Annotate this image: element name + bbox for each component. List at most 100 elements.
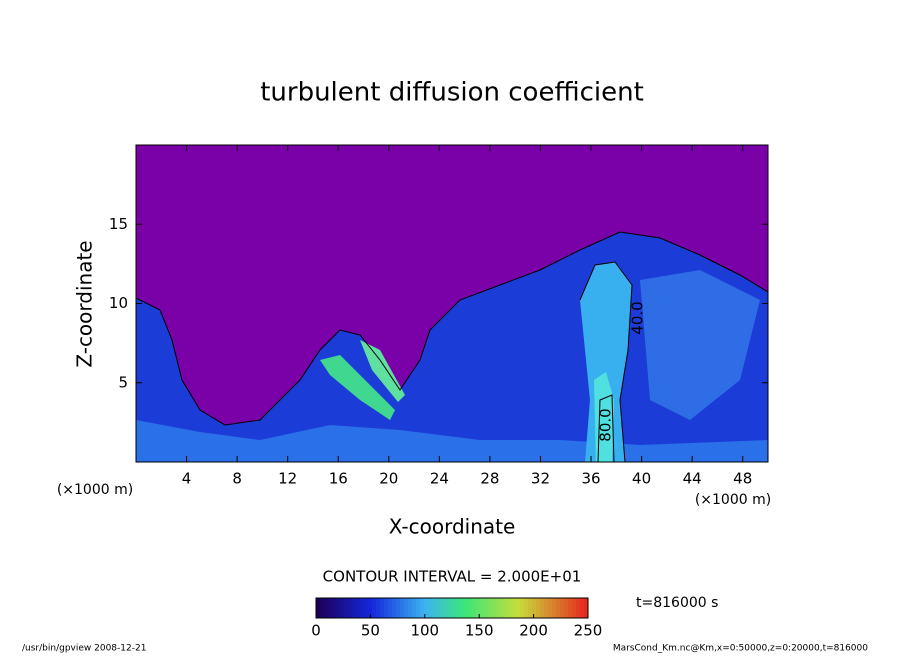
colorbar-tick-label: 200 <box>519 622 548 640</box>
colorbar-swatch <box>356 598 361 618</box>
colorbar-tick-label: 150 <box>465 622 494 640</box>
colorbar-swatch <box>380 598 385 618</box>
contour-interval: CONTOUR INTERVAL = 2.000E+01 <box>323 568 582 586</box>
colorbar-swatch <box>448 598 453 618</box>
colorbar-swatch <box>568 598 573 618</box>
colorbar-swatch <box>504 598 509 618</box>
colorbar-swatch <box>360 598 365 618</box>
x-tick-label: 16 <box>329 470 348 488</box>
x-tick-label: 24 <box>430 470 449 488</box>
colorbar-swatch <box>528 598 533 618</box>
colorbar-swatch <box>316 598 321 618</box>
colorbar-swatch <box>548 598 553 618</box>
colorbar-swatch <box>496 598 501 618</box>
x-tick-label: 48 <box>733 470 752 488</box>
colorbar-swatch <box>332 598 337 618</box>
x-tick-label: 44 <box>683 470 702 488</box>
colorbar-swatch <box>524 598 529 618</box>
colorbar-swatch <box>544 598 549 618</box>
field-region <box>580 262 632 462</box>
colorbar-swatch <box>576 598 581 618</box>
colorbar-swatch <box>520 598 525 618</box>
colorbar-swatch <box>516 598 521 618</box>
colorbar-swatch <box>480 598 485 618</box>
colorbar-swatch <box>492 598 497 618</box>
colorbar-swatch <box>456 598 461 618</box>
x-tick-label: 40 <box>632 470 651 488</box>
colorbar-swatch <box>556 598 561 618</box>
colorbar-swatch <box>488 598 493 618</box>
colorbar-swatch <box>564 598 569 618</box>
x-tick-label: 32 <box>531 470 550 488</box>
colorbar-swatch <box>428 598 433 618</box>
colorbar-tick-label: 250 <box>574 622 603 640</box>
field <box>136 145 768 462</box>
time-label: t=816000 s <box>636 595 718 611</box>
colorbar-swatch <box>372 598 377 618</box>
x-tick-label: 36 <box>581 470 600 488</box>
colorbar-swatch <box>376 598 381 618</box>
x-unit: (×1000 m) <box>57 482 133 498</box>
colorbar-swatch <box>468 598 473 618</box>
field-region <box>320 355 395 420</box>
contour-line <box>579 261 633 462</box>
colorbar-swatch <box>400 598 405 618</box>
colorbar-swatch <box>396 598 401 618</box>
colorbar-swatch <box>464 598 469 618</box>
colorbar-swatch <box>452 598 457 618</box>
colorbar-swatch <box>512 598 517 618</box>
colorbar-swatch <box>364 598 369 618</box>
y-tick-label: 5 <box>118 373 128 391</box>
colorbar-swatch <box>416 598 421 618</box>
colorbar-tick-label: 50 <box>361 622 380 640</box>
colorbar-swatch <box>368 598 373 618</box>
colorbar-swatch <box>540 598 545 618</box>
y-tick-label: 15 <box>109 215 128 233</box>
colorbar-swatch <box>472 598 477 618</box>
colorbar-swatch <box>324 598 329 618</box>
colorbar-swatch <box>328 598 333 618</box>
colorbar-swatch <box>408 598 413 618</box>
colorbar-tick-label: 0 <box>311 622 321 640</box>
colorbar-swatch <box>336 598 341 618</box>
x-tick-label: 20 <box>379 470 398 488</box>
x-axis-label: X-coordinate <box>389 515 516 539</box>
colorbar-swatch <box>500 598 505 618</box>
colorbar-swatch <box>436 598 441 618</box>
colorbar-swatch <box>388 598 393 618</box>
chart-title: turbulent diffusion coefficient <box>260 78 644 108</box>
colorbar-swatch <box>392 598 397 618</box>
colorbar-frame <box>315 597 589 619</box>
colorbar-swatch <box>424 598 429 618</box>
colorbar-swatch <box>560 598 565 618</box>
colorbar-swatch <box>404 598 409 618</box>
y-axis-label: Z-coordinate <box>73 240 97 367</box>
colorbar <box>316 598 589 618</box>
x-tick-label: 4 <box>182 470 192 488</box>
colorbar-swatch <box>348 598 353 618</box>
colorbar-swatch <box>584 598 589 618</box>
contour-label: 40.0 <box>629 301 647 334</box>
y-tick-label: 10 <box>109 294 128 312</box>
footer-left: /usr/bin/gpview 2008-12-21 <box>22 644 146 654</box>
colorbar-swatch <box>384 598 389 618</box>
x-tick-label: 8 <box>232 470 242 488</box>
contour-line <box>136 231 768 426</box>
colorbar-swatch <box>572 598 577 618</box>
contour-line <box>597 394 615 462</box>
colorbar-swatch <box>580 598 585 618</box>
x-tick-label: 12 <box>278 470 297 488</box>
colorbar-swatch <box>444 598 449 618</box>
colorbar-swatch <box>460 598 465 618</box>
colorbar-swatch <box>552 598 557 618</box>
contour-label: 80.0 <box>597 408 615 441</box>
colorbar-swatch <box>320 598 325 618</box>
colorbar-swatch <box>484 598 489 618</box>
y-unit: (×1000 m) <box>695 492 771 508</box>
colorbar-tick-label: 100 <box>410 622 439 640</box>
footer-right: MarsCond_Km.nc@Km,x=0:50000,z=0:20000,t=… <box>613 644 868 654</box>
colorbar-swatch <box>536 598 541 618</box>
colorbar-swatch <box>432 598 437 618</box>
colorbar-swatch <box>412 598 417 618</box>
